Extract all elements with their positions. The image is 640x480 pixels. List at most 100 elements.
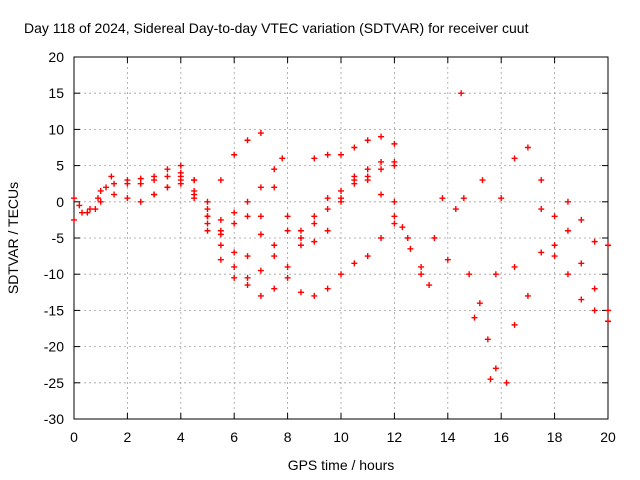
data-point — [391, 198, 398, 205]
y-tick-label: 5 — [56, 158, 64, 174]
series-arc-10 — [391, 195, 446, 289]
data-point — [378, 235, 385, 241]
data-point — [244, 282, 251, 289]
data-point — [364, 166, 371, 173]
data-point — [204, 213, 211, 220]
data-point — [244, 274, 251, 281]
data-point — [284, 274, 291, 281]
data-point — [484, 336, 491, 343]
data-point — [111, 191, 118, 198]
data-point — [503, 379, 510, 386]
data-point — [244, 213, 251, 220]
data-point — [351, 177, 358, 184]
data-point — [578, 216, 585, 223]
data-point — [511, 263, 518, 270]
data-point — [487, 376, 494, 383]
data-point — [84, 209, 91, 216]
data-point — [137, 198, 144, 205]
data-point — [591, 285, 598, 292]
data-point — [591, 238, 598, 245]
x-axis-label: GPS time / hours — [288, 457, 395, 473]
data-point — [511, 321, 518, 328]
series-arc-2 — [71, 195, 104, 216]
data-point — [108, 173, 115, 180]
x-tick-label: 14 — [440, 429, 456, 445]
data-point — [204, 198, 211, 205]
data-point — [204, 206, 211, 213]
data-point — [338, 195, 344, 202]
series-arc-12 — [458, 90, 499, 372]
data-point — [338, 187, 344, 194]
data-point — [492, 271, 499, 278]
y-tick-label: -30 — [44, 411, 64, 427]
x-tick-label: 16 — [493, 429, 509, 445]
data-point — [364, 253, 371, 260]
data-point — [605, 318, 611, 325]
data-point — [364, 137, 371, 144]
data-point — [137, 175, 144, 182]
data-point — [364, 177, 371, 184]
data-point — [244, 253, 251, 260]
data-point — [297, 289, 304, 296]
chart-title: Day 118 of 2024, Sidereal Day-to-day VTE… — [24, 20, 529, 36]
data-point — [426, 282, 433, 289]
x-tick-label: 2 — [124, 429, 132, 445]
y-tick-label: -20 — [44, 339, 64, 355]
data-point — [564, 271, 571, 278]
data-point — [407, 245, 414, 252]
series-arc-8 — [204, 177, 398, 299]
data-point — [431, 235, 438, 241]
data-point — [271, 253, 278, 260]
x-tick-label: 10 — [333, 429, 349, 445]
data-point — [92, 206, 99, 213]
series-arc-5 — [124, 158, 398, 234]
series-arc-14 — [511, 249, 611, 325]
data-point — [538, 249, 545, 256]
data-point — [257, 292, 264, 299]
data-point — [257, 231, 264, 238]
data-point — [191, 195, 198, 202]
data-point — [391, 162, 398, 169]
data-point — [297, 235, 304, 241]
data-point — [271, 166, 278, 173]
data-point — [87, 206, 94, 213]
data-point — [460, 195, 467, 202]
data-point — [311, 213, 318, 220]
y-tick-label: 0 — [56, 194, 64, 210]
data-point — [284, 213, 291, 220]
data-point — [324, 206, 331, 213]
data-point — [231, 249, 238, 256]
data-point — [471, 314, 478, 321]
data-point — [284, 227, 291, 234]
data-point — [511, 155, 518, 162]
data-point — [257, 213, 264, 220]
data-point — [164, 184, 171, 191]
data-point — [284, 263, 291, 270]
data-point — [564, 198, 571, 205]
data-point — [97, 198, 104, 205]
data-point — [324, 195, 331, 202]
y-tick-label: 10 — [48, 121, 64, 137]
y-tick-label: -10 — [44, 266, 64, 282]
data-point — [578, 260, 585, 267]
data-point — [338, 271, 344, 278]
data-point — [564, 227, 571, 234]
data-point — [466, 271, 473, 278]
y-tick-label: -25 — [44, 375, 64, 391]
data-point — [351, 260, 358, 267]
data-point — [391, 140, 398, 147]
axis-ticks: 0 2 4 6 8 10 12 14 16 18 20 -30 -25 -20 -15 -10 -5 0 5 10 15… — [44, 49, 616, 445]
data-point — [297, 242, 304, 249]
data-points — [71, 90, 611, 386]
x-tick-label: 20 — [600, 429, 616, 445]
data-point — [476, 300, 483, 307]
data-point — [391, 213, 398, 220]
data-point — [151, 177, 158, 184]
data-point — [399, 224, 406, 231]
data-point — [404, 235, 411, 241]
data-point — [578, 296, 585, 303]
data-point — [378, 133, 385, 140]
data-point — [338, 151, 344, 158]
series-arc-13 — [511, 144, 611, 249]
